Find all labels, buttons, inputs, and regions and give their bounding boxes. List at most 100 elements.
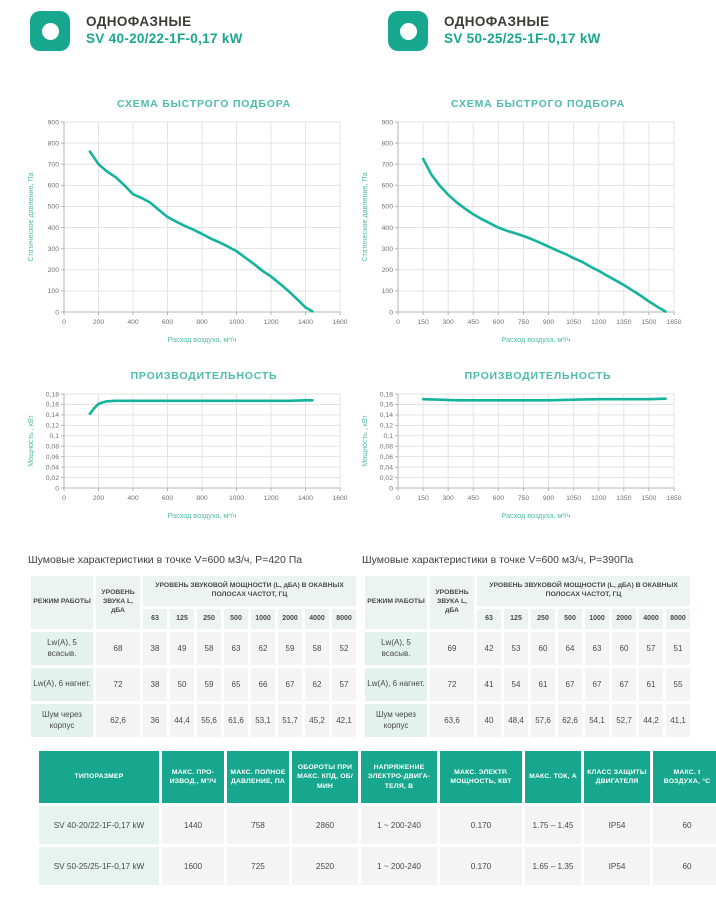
svg-text:800: 800 [196,319,208,326]
table-cell: 53,1 [251,704,275,737]
noise-table-right: РЕЖИМ РАБОТЫ УРОВЕНЬ ЗВУКА L, дБА УРОВЕН… [362,573,693,740]
product-header-right: ОДНОФАЗНЫЕ SV 50-25/25-1F-0,17 kW [358,8,692,54]
svg-text:1000: 1000 [229,319,244,326]
table-cell: 72 [96,668,140,701]
header-cell: 4000 [305,609,329,629]
svg-text:0,16: 0,16 [46,402,59,409]
header-cell: 2000 [278,609,302,629]
svg-text:0,06: 0,06 [46,454,59,461]
svg-text:Мощность , кВт: Мощность , кВт [26,415,35,467]
svg-text:1650: 1650 [666,319,681,326]
table-cell: 67 [278,668,302,701]
table-row: SV 40-20/22-1F-0,17 kW 1440 758 2860 1 ~ 200… [39,806,716,844]
svg-text:0,14: 0,14 [380,412,393,419]
header-cell: 4000 [639,609,663,629]
table-cell: 62 [305,668,329,701]
table-cell: 0.170 [440,847,522,885]
table-cell: 63 [224,632,248,665]
svg-text:600: 600 [162,319,174,326]
product-header-text: ОДНОФАЗНЫЕ SV 50-25/25-1F-0,17 kW [444,14,601,48]
svg-text:900: 900 [543,495,555,502]
svg-text:300: 300 [382,246,394,253]
svg-text:100: 100 [48,288,60,295]
svg-text:200: 200 [93,495,105,502]
table-cell: 51,7 [278,704,302,737]
chart-title-pressure-right: СХЕМА БЫСТРОГО ПОДБОРА [451,98,625,110]
svg-text:1600: 1600 [332,495,347,502]
header-cell: 8000 [666,609,691,629]
noise-section-title: Шумовые характеристики в точке V=600 м3/… [362,554,634,566]
table-row: Lw(A), 6 нагнет. 72 38 50 59 65 66 67 62 57 [31,668,357,701]
table-row: Шум через корпус 63,6 40 48,4 57,6 62,6 54,1 52… [365,704,691,737]
table-cell: 52,7 [612,704,636,737]
frequency-header-row: 63 125 250 500 1000 2000 4000 8000 [365,609,691,629]
svg-text:300: 300 [443,495,455,502]
svg-text:1050: 1050 [566,319,581,326]
product-column-right: ОДНОФАЗНЫЕ SV 50-25/25-1F-0,17 kW СХЕМА … [358,8,692,740]
svg-text:900: 900 [382,119,394,126]
svg-text:0: 0 [389,485,393,492]
table-cell: 67 [585,668,609,701]
two-column-layout: ОДНОФАЗНЫЕ SV 40-20/22-1F-0,17 kW СХЕМА … [24,8,692,740]
header-cell: 2000 [612,609,636,629]
header-cell: 1000 [585,609,609,629]
table-cell: 44,4 [170,704,194,737]
header-cell: 125 [170,609,194,629]
header-cell: КЛАСС ЗАЩИТЫ ДВИГАТЕЛЯ [584,751,650,803]
svg-text:0,08: 0,08 [46,444,59,451]
svg-text:500: 500 [48,204,60,211]
svg-text:150: 150 [417,495,429,502]
svg-text:0,18: 0,18 [46,391,59,398]
svg-text:600: 600 [162,495,174,502]
table-cell: Lw(A), 5 всасыв. [365,632,427,665]
svg-text:600: 600 [493,319,505,326]
table-cell: 1440 [162,806,224,844]
table-cell: 58 [305,632,329,665]
svg-text:800: 800 [196,495,208,502]
svg-text:0,04: 0,04 [380,464,393,471]
header-cell: 8000 [332,609,357,629]
table-cell: SV 50-25/25-1F-0,17 kW [39,847,159,885]
svg-text:Расход воздуха, м³/ч: Расход воздуха, м³/ч [168,335,237,344]
table-cell: 1 ~ 200-240 [361,847,437,885]
table-cell: Шум через корпус [31,704,93,737]
table-cell: 1600 [162,847,224,885]
table-cell: 63 [585,632,609,665]
svg-text:0,08: 0,08 [380,444,393,451]
circle-glyph [41,22,59,40]
svg-text:0: 0 [62,319,66,326]
table-cell: 60 [653,847,716,885]
header-cell: МАКС. ПОЛНОЕ ДАВЛЕНИЕ, ПА [227,751,289,803]
svg-text:Статическое давление, Па: Статическое давление, Па [360,172,369,261]
table-cell: 61 [531,668,555,701]
table-row: Lw(A), 5 всасыв. 69 42 53 60 64 63 60 57 51 [365,632,691,665]
svg-text:0,18: 0,18 [380,391,393,398]
svg-text:1600: 1600 [332,319,347,326]
table-cell: 57 [332,668,357,701]
col-header-mode: РЕЖИМ РАБОТЫ [365,576,427,629]
pressure-chart-left: 0 200 400 600 800 1000 1200 1400 1600 0 100 200 300 4… [26,119,348,344]
header-cell: МАКС. ЭЛЕКТР. МОЩНОСТЬ, КВТ [440,751,522,803]
table-cell: SV 40-20/22-1F-0,17 kW [39,806,159,844]
svg-text:0,02: 0,02 [380,475,393,482]
spec-section: ТИПОРАЗМЕР МАКС. ПРО-ИЗВОД., М³/Ч МАКС. ПО… [36,748,716,888]
col-header-level: УРОВЕНЬ ЗВУКА L, дБА [430,576,474,629]
col-header-band: УРОВЕНЬ ЗВУКОВОЙ МОЩНОСТИ (L, дБА) В ОКА… [143,576,357,606]
table-cell: 67 [612,668,636,701]
svg-text:0,12: 0,12 [380,423,393,430]
chart-title-pressure-left: СХЕМА БЫСТРОГО ПОДБОРА [117,98,291,110]
table-cell: 50 [170,668,194,701]
header-cell: 500 [558,609,582,629]
svg-text:Мощность , кВт: Мощность , кВт [360,415,369,467]
table-cell: 60 [531,632,555,665]
svg-text:700: 700 [48,162,60,169]
category-title: ОДНОФАЗНЫЕ [444,14,550,30]
table-cell: 69 [430,632,474,665]
svg-text:Расход воздуха, м³/ч: Расход воздуха, м³/ч [502,511,571,520]
category-icon [388,11,428,51]
table-cell: 0.170 [440,806,522,844]
spec-table: ТИПОРАЗМЕР МАКС. ПРО-ИЗВОД., М³/Ч МАКС. ПО… [36,748,716,888]
table-cell: 62,6 [558,704,582,737]
svg-text:700: 700 [382,162,394,169]
header-cell: НАПРЯЖЕНИЕ ЭЛЕКТРО-ДВИГА-ТЕЛЯ, В [361,751,437,803]
